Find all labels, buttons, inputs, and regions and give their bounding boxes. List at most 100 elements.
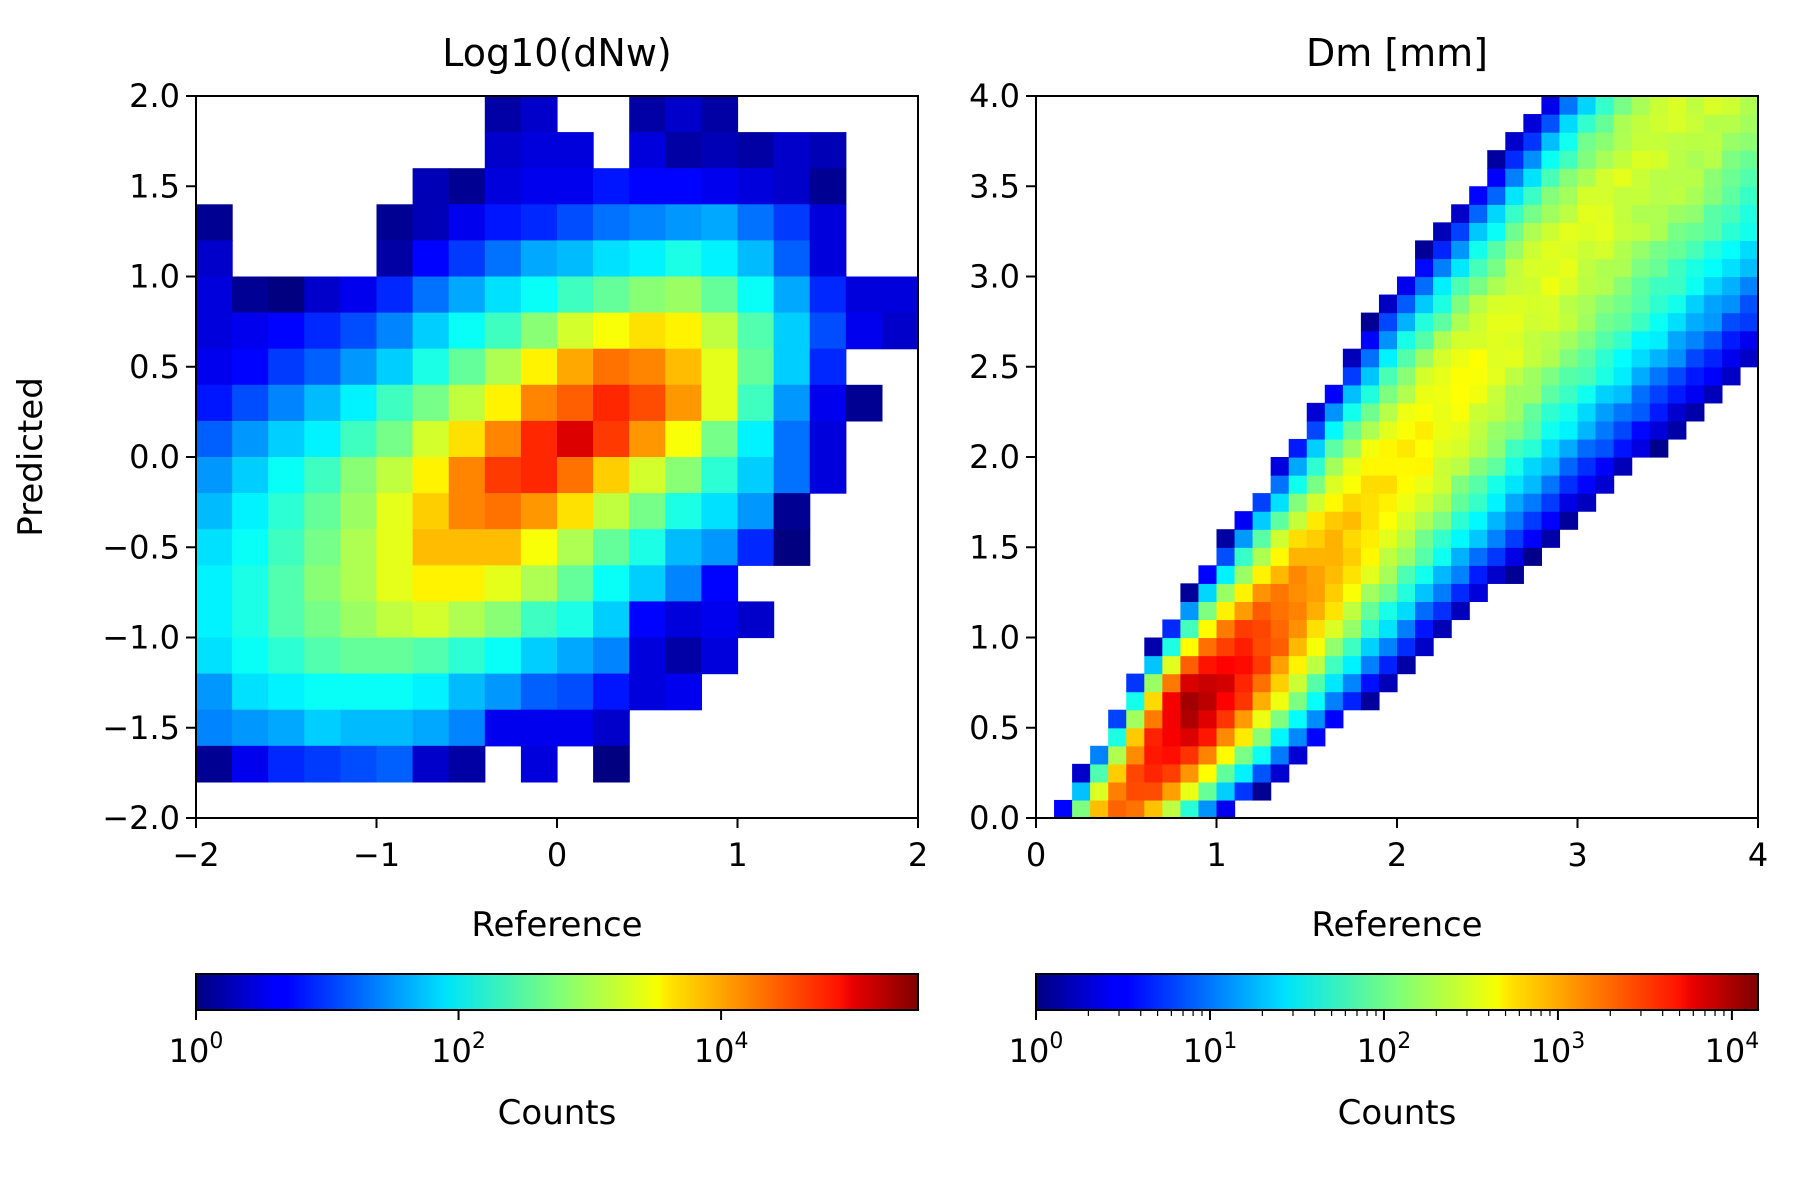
colorbar-left-ticks: 100 102 104 (169, 1010, 748, 1070)
heatmap-cell (1649, 402, 1669, 422)
heatmap-cell (1721, 168, 1741, 187)
heatmap-cell (1198, 655, 1218, 675)
heatmap-cell (1541, 366, 1561, 386)
heatmap-cell (665, 240, 702, 278)
heatmap-cell (1559, 457, 1579, 476)
heatmap-cell (1162, 709, 1181, 729)
y-axis-ticks-right: 4.0 3.5 3.0 2.5 2.0 1.5 1.0 0.5 0.0 (969, 77, 1036, 837)
heatmap-cell (232, 565, 269, 602)
heatmap-cell (1667, 348, 1687, 368)
heatmap-cell (196, 709, 233, 747)
heatmap-cell (1378, 601, 1398, 621)
heatmap-cell (1595, 114, 1615, 133)
heatmap-cell (1667, 402, 1687, 422)
heatmap-cell (1288, 727, 1308, 747)
heatmap-cell (1108, 763, 1127, 783)
heatmap-cell (1505, 186, 1524, 205)
heatmap-cell (1252, 691, 1272, 711)
heatmap-cell (1397, 366, 1416, 386)
heatmap-cell (1342, 583, 1362, 602)
heatmap-cell (1180, 619, 1200, 639)
heatmap-cell (1631, 312, 1651, 332)
heatmap-cell (232, 637, 269, 675)
heatmap-cell (1324, 637, 1344, 657)
heatmap-cell (1595, 294, 1615, 314)
heatmap-cell (1703, 186, 1723, 205)
heatmap-cell (1595, 330, 1615, 350)
heatmap-cell (1523, 294, 1542, 314)
heatmap-cell (1721, 186, 1741, 205)
heatmap-cell (1397, 655, 1416, 675)
heatmap-cell (1721, 240, 1741, 260)
heatmap-cell (1306, 547, 1326, 566)
heatmap-cell (1577, 186, 1597, 205)
heatmap-cell (1487, 294, 1506, 314)
heatmap-cell (1180, 799, 1200, 819)
heatmap-cell (1577, 348, 1597, 368)
heatmap-cell (520, 493, 558, 530)
heatmap-cell (1378, 673, 1398, 693)
heatmap-cell (1505, 222, 1524, 241)
heatmap-cell (809, 420, 847, 458)
colorbar-tick-label: 103 (1531, 1029, 1586, 1070)
heatmap-cell (304, 312, 341, 350)
heatmap-cell (1505, 475, 1524, 494)
heatmap-cell (1126, 763, 1145, 783)
heatmap-cell (1270, 547, 1290, 566)
heatmap-cell (1180, 691, 1200, 711)
heatmap-cell (1469, 420, 1488, 440)
heatmap-cell (1631, 258, 1651, 278)
heatmap-cell (1577, 258, 1597, 278)
heatmap-cell (340, 565, 378, 602)
heatmap-cell (232, 673, 269, 711)
heatmap-cell (665, 673, 702, 711)
heatmap-cell (1288, 691, 1308, 711)
heatmap-cell (1090, 745, 1109, 765)
heatmap-cell (196, 240, 233, 278)
heatmap-cell (304, 493, 341, 530)
heatmap-cell (1397, 384, 1416, 404)
heatmap-cell (1451, 601, 1470, 621)
heatmap-cell (1342, 655, 1362, 675)
heatmap-cell (701, 601, 739, 639)
heatmap-cell (557, 348, 594, 386)
heatmap-cell (1577, 222, 1597, 241)
heatmap-cell (701, 204, 739, 241)
heatmap-cell (1595, 132, 1615, 151)
heatmap-cell (1324, 547, 1344, 566)
heatmap-cell (1523, 114, 1542, 133)
heatmap-cell (1505, 276, 1524, 296)
heatmap-cell (1703, 150, 1723, 169)
heatmap-cell (1378, 384, 1398, 404)
x-tick-label: 1 (727, 836, 747, 874)
heatmap-cell (1324, 384, 1344, 404)
heatmap-cell (1324, 529, 1344, 548)
heatmap-cell (304, 384, 341, 422)
heatmap-cell (1559, 402, 1579, 422)
x-tick-label: 2 (908, 836, 928, 874)
heatmap-cell (1378, 565, 1398, 584)
heatmap-cell (1415, 457, 1434, 476)
heatmap-cell (1631, 384, 1651, 404)
heatmap-cell (701, 384, 739, 422)
heatmap-cell (1415, 601, 1434, 621)
heatmap-cell (1144, 763, 1163, 783)
heatmap-cell (701, 420, 739, 458)
heatmap-cell (665, 457, 702, 494)
heatmap-cell (1378, 420, 1398, 440)
heatmap-cell (1216, 781, 1236, 801)
heatmap-cell (1108, 727, 1127, 747)
heatmap-cell (340, 709, 378, 747)
heatmap-cell (773, 420, 811, 458)
heatmap-cell (1126, 745, 1145, 765)
heatmap-cell (1631, 222, 1651, 241)
heatmap-cell (1360, 348, 1380, 368)
heatmap-cell (304, 276, 341, 314)
heatmap-cell (232, 420, 269, 458)
heatmap-cell (1162, 637, 1181, 657)
heatmap-cell (1451, 258, 1470, 278)
heatmap-cell (1703, 96, 1723, 115)
heatmap-cell (1559, 114, 1579, 133)
heatmap-cell (1180, 637, 1200, 657)
heatmap-cell (1451, 276, 1470, 296)
